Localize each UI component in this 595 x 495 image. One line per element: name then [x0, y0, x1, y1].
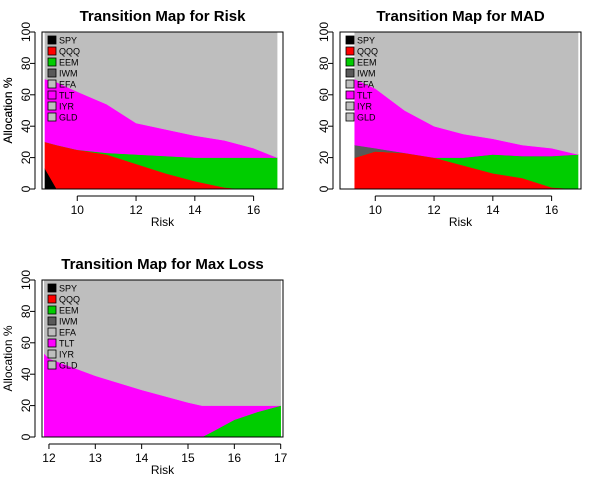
legend-swatch-qqq — [48, 295, 56, 303]
legend-label-iyr: IYR — [59, 350, 75, 360]
legend-label-qqq: QQQ — [357, 47, 378, 57]
x-tick-label: 16 — [545, 203, 559, 217]
legend-swatch-qqq — [346, 47, 354, 55]
legend-label-efa: EFA — [357, 80, 374, 90]
legend-label-iwm: IWM — [59, 69, 78, 79]
legend-swatch-efa — [346, 80, 354, 88]
legend-label-tlt: TLT — [357, 91, 373, 101]
x-tick-label: 10 — [71, 203, 85, 217]
x-tick-label: 14 — [135, 451, 149, 465]
legend-label-gld: GLD — [59, 113, 78, 123]
chart-title: Transition Map for MAD — [376, 8, 545, 25]
y-tick-label: 80 — [19, 304, 33, 318]
legend-swatch-tlt — [48, 339, 56, 347]
y-tick-label: 0 — [317, 185, 331, 192]
y-tick-label: 0 — [19, 433, 33, 440]
chart-title: Transition Map for Risk — [80, 8, 247, 25]
y-tick-label: 80 — [19, 56, 33, 70]
legend-label-spy: SPY — [59, 284, 77, 294]
y-tick-label: 20 — [19, 151, 33, 165]
legend-swatch-spy — [48, 36, 56, 44]
legend-label-eem: EEM — [357, 58, 377, 68]
legend-swatch-efa — [48, 328, 56, 336]
x-tick-label: 12 — [427, 203, 441, 217]
y-tick-label: 20 — [19, 399, 33, 413]
x-tick-label: 15 — [181, 451, 195, 465]
legend-swatch-iwm — [48, 69, 56, 77]
y-axis-label: Allocation % — [1, 325, 15, 391]
legend-swatch-iyr — [48, 350, 56, 358]
y-tick-label: 40 — [317, 119, 331, 133]
legend-label-iyr: IYR — [357, 102, 373, 112]
legend-swatch-iyr — [48, 102, 56, 110]
legend-label-eem: EEM — [59, 58, 79, 68]
x-tick-label: 16 — [247, 203, 261, 217]
y-tick-label: 100 — [317, 22, 331, 42]
legend-swatch-eem — [346, 58, 354, 66]
legend-label-tlt: TLT — [59, 91, 75, 101]
y-tick-label: 40 — [19, 119, 33, 133]
legend-label-iwm: IWM — [357, 69, 376, 79]
y-axis-label: Allocation % — [1, 77, 15, 143]
legend-label-efa: EFA — [59, 328, 76, 338]
y-tick-label: 100 — [19, 22, 33, 42]
x-axis-label: Risk — [151, 215, 175, 229]
x-axis-label: Risk — [151, 463, 175, 477]
legend-label-iyr: IYR — [59, 102, 75, 112]
legend-label-eem: EEM — [59, 306, 79, 316]
y-tick-label: 40 — [19, 367, 33, 381]
legend-swatch-spy — [346, 36, 354, 44]
legend-swatch-gld — [48, 361, 56, 369]
y-tick-label: 60 — [317, 88, 331, 102]
x-tick-label: 12 — [129, 203, 143, 217]
legend-swatch-qqq — [48, 47, 56, 55]
legend-swatch-iwm — [346, 69, 354, 77]
legend-swatch-iyr — [346, 102, 354, 110]
stacked-areas — [355, 32, 578, 189]
legend-label-spy: SPY — [357, 36, 375, 46]
legend-swatch-eem — [48, 58, 56, 66]
chart-panel-3: Transition Map for Max Loss 12 13 14 15 16 17 R… — [1, 256, 288, 477]
x-tick-label: 12 — [42, 451, 56, 465]
x-tick-label: 16 — [228, 451, 242, 465]
x-tick-label: 10 — [369, 203, 383, 217]
legend-swatch-gld — [48, 113, 56, 121]
legend-label-gld: GLD — [357, 113, 376, 123]
legend-label-efa: EFA — [59, 80, 76, 90]
legend-swatch-efa — [48, 80, 56, 88]
chart-title: Transition Map for Max Loss — [61, 256, 264, 273]
y-tick-label: 60 — [19, 88, 33, 102]
legend-label-qqq: QQQ — [59, 295, 80, 305]
legend-label-qqq: QQQ — [59, 47, 80, 57]
x-tick-label: 13 — [89, 451, 103, 465]
legend-swatch-gld — [346, 113, 354, 121]
legend-swatch-tlt — [346, 91, 354, 99]
legend-swatch-spy — [48, 284, 56, 292]
legend-label-iwm: IWM — [59, 317, 78, 327]
x-tick-label: 14 — [486, 203, 500, 217]
y-tick-label: 0 — [19, 185, 33, 192]
y-tick-label: 100 — [19, 270, 33, 290]
y-tick-label: 20 — [317, 151, 331, 165]
legend-label-gld: GLD — [59, 361, 78, 371]
x-tick-label: 17 — [274, 451, 288, 465]
legend-swatch-iwm — [48, 317, 56, 325]
y-tick-label: 80 — [317, 56, 331, 70]
x-tick-label: 14 — [188, 203, 202, 217]
legend-label-spy: SPY — [59, 36, 77, 46]
legend-label-tlt: TLT — [59, 339, 75, 349]
y-tick-label: 60 — [19, 336, 33, 350]
legend-swatch-eem — [48, 306, 56, 314]
x-axis-label: Risk — [449, 215, 473, 229]
legend-swatch-tlt — [48, 91, 56, 99]
chart-panel-1: Transition Map for Risk 10 12 14 16 Risk 0 20 40… — [1, 8, 283, 229]
